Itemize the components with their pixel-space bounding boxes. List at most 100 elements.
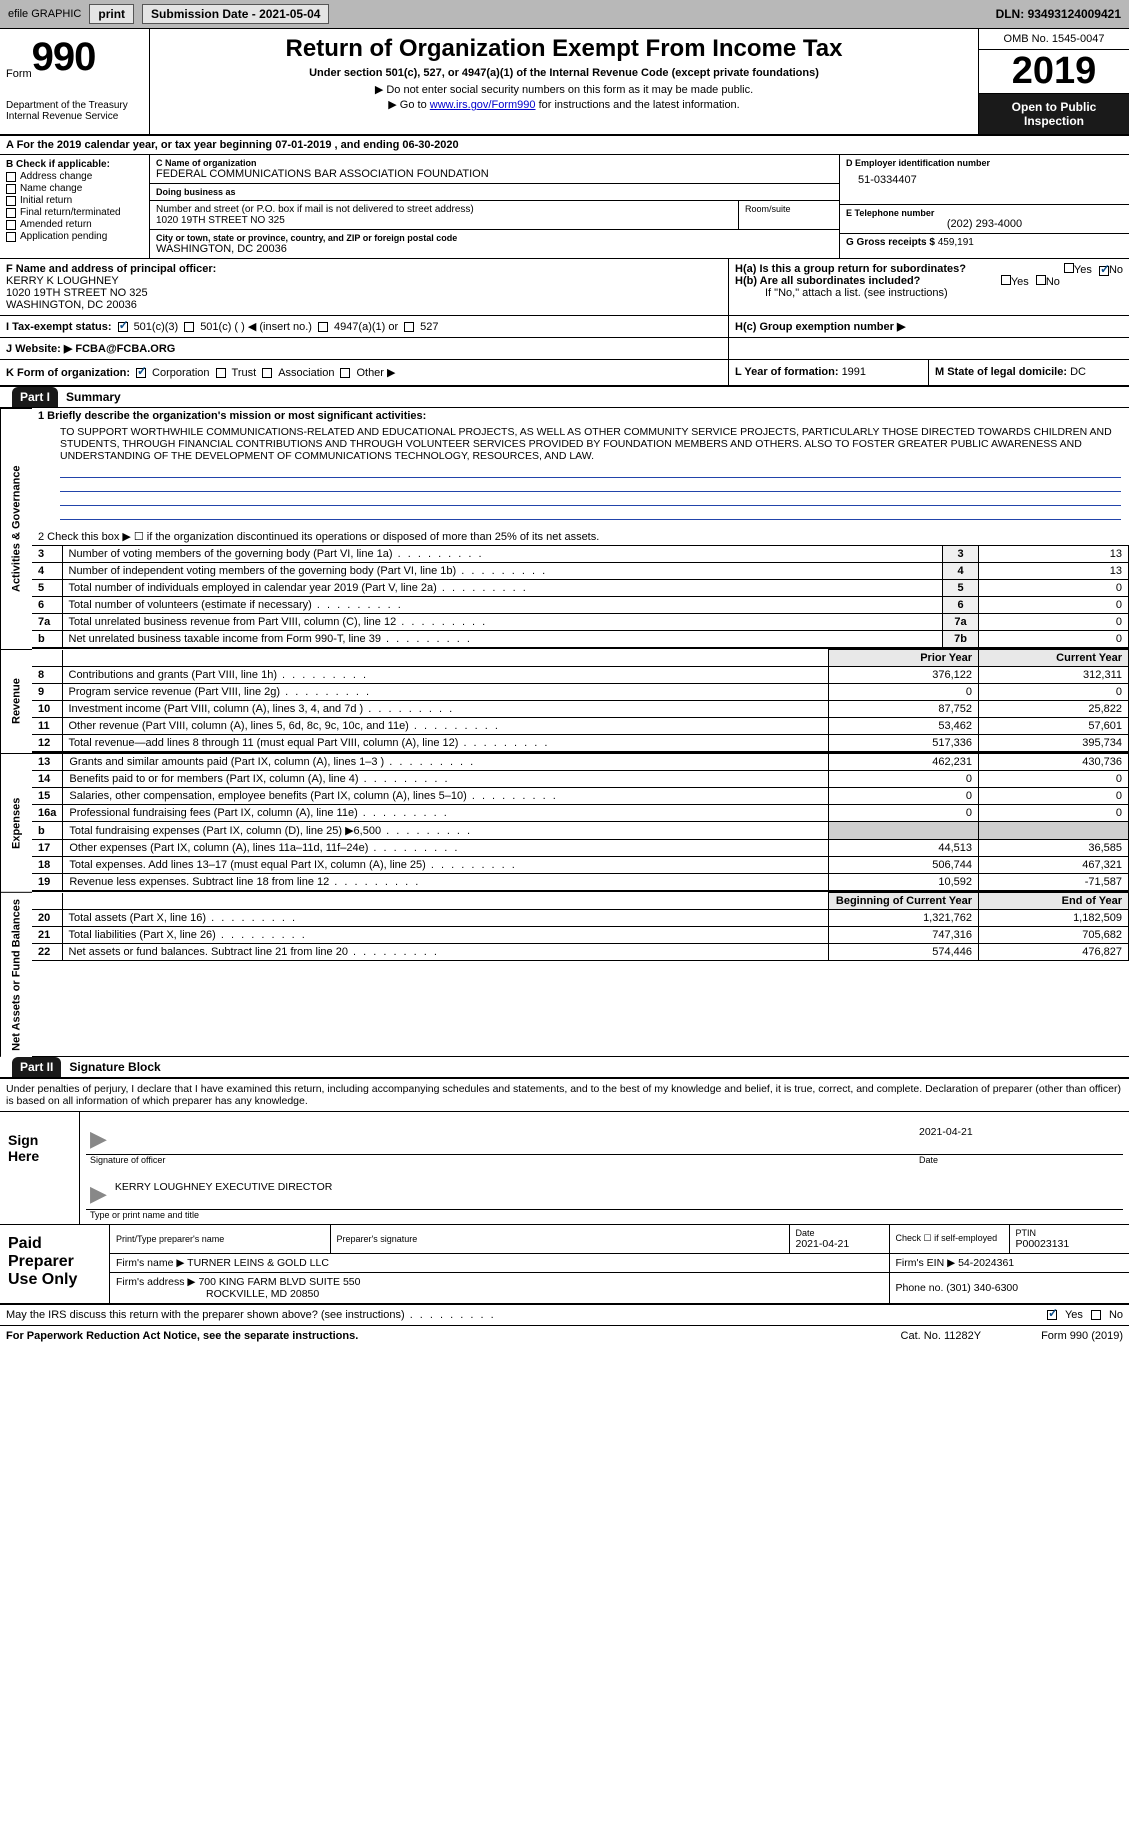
print-button[interactable]: print (89, 4, 134, 24)
rule-line (60, 464, 1121, 478)
part-2-badge: Part II (12, 1057, 61, 1077)
city-label: City or town, state or province, country… (156, 233, 833, 243)
prep-name-label: Print/Type preparer's name (116, 1234, 324, 1244)
dba-label: Doing business as (156, 187, 833, 197)
ssn-warning: ▶ Do not enter social security numbers o… (160, 83, 968, 96)
name-title-line: ▶ KERRY LOUGHNEY EXECUTIVE DIRECTOR (86, 1165, 1123, 1210)
room-label: Room/suite (745, 204, 833, 214)
prior-year-header: Prior Year (829, 650, 979, 667)
department-label: Department of the Treasury Internal Reve… (6, 100, 143, 122)
firm-name: TURNER LEINS & GOLD LLC (187, 1257, 329, 1269)
current-year-header: Current Year (979, 650, 1129, 667)
row-fh: F Name and address of principal officer:… (0, 259, 1129, 316)
chk-trust[interactable] (216, 368, 226, 378)
row-i: I Tax-exempt status: 501(c)(3) 501(c) ( … (0, 316, 1129, 338)
row-a-tax-year: A For the 2019 calendar year, or tax yea… (0, 136, 1129, 155)
chk-address-change[interactable] (6, 172, 16, 182)
table-row: 13Grants and similar amounts paid (Part … (32, 754, 1129, 771)
net-assets-table: Beginning of Current Year End of Year 20… (32, 892, 1129, 961)
header-right: OMB No. 1545-0047 2019 Open to Public In… (979, 29, 1129, 134)
table-row: 18Total expenses. Add lines 13–17 (must … (32, 857, 1129, 874)
officer-signature-line: ▶ 2021-04-21 (86, 1116, 1123, 1155)
year-formation: 1991 (842, 366, 866, 378)
preparer-table: Print/Type preparer's name Preparer's si… (110, 1225, 1129, 1303)
submission-date-button[interactable]: Submission Date - 2021-05-04 (142, 4, 329, 24)
revenue-block: Prior Year Current Year 8Contributions a… (32, 649, 1129, 753)
governance-table: 3Number of voting members of the governi… (32, 545, 1129, 648)
table-row: 10Investment income (Part VIII, column (… (32, 701, 1129, 718)
header-left: Form 990 Department of the Treasury Inte… (0, 29, 150, 134)
open-public-badge: Open to Public Inspection (979, 94, 1129, 134)
net-assets-block: Beginning of Current Year End of Year 20… (32, 892, 1129, 1057)
revenue-table: Prior Year Current Year 8Contributions a… (32, 649, 1129, 752)
hb-no[interactable] (1036, 275, 1046, 285)
officer-name: KERRY K LOUGHNEY (6, 275, 722, 287)
chk-501c[interactable] (184, 322, 194, 332)
pra-notice: For Paperwork Reduction Act Notice, see … (6, 1330, 358, 1342)
dln-label: DLN: 93493124009421 (996, 7, 1121, 21)
column-deg: D Employer identification number 51-0334… (839, 155, 1129, 258)
form-number: 990 (32, 35, 96, 80)
ptin-value: P00023131 (1016, 1238, 1070, 1250)
goto-line: ▶ Go to www.irs.gov/Form990 for instruct… (160, 98, 968, 111)
chk-501c3[interactable] (118, 322, 128, 332)
discuss-no[interactable] (1091, 1310, 1101, 1320)
chk-application-pending[interactable] (6, 232, 16, 242)
net-header-row: Beginning of Current Year End of Year (32, 893, 1129, 910)
chk-527[interactable] (404, 322, 414, 332)
ha-yes[interactable] (1064, 263, 1074, 273)
address-label: Number and street (or P.O. box if mail i… (156, 204, 732, 215)
chk-corporation[interactable] (136, 368, 146, 378)
table-row: 6Total number of volunteers (estimate if… (32, 597, 1129, 614)
rule-line (60, 478, 1121, 492)
sig-officer-label: Signature of officer (90, 1155, 165, 1165)
officer-addr2: WASHINGTON, DC 20036 (6, 299, 722, 311)
chk-association[interactable] (262, 368, 272, 378)
part-1-title: Summary (66, 390, 121, 404)
sign-here-grid: Sign Here ▶ 2021-04-21 Signature of offi… (0, 1111, 1129, 1225)
discuss-yes[interactable] (1047, 1310, 1057, 1320)
catalog-number: Cat. No. 11282Y (901, 1330, 982, 1342)
table-row: 5Total number of individuals employed in… (32, 580, 1129, 597)
chk-other[interactable] (340, 368, 350, 378)
form-title: Return of Organization Exempt From Incom… (160, 35, 968, 63)
date-label: Date (919, 1155, 1119, 1165)
hb-yes[interactable] (1001, 275, 1011, 285)
principal-officer: F Name and address of principal officer:… (0, 259, 729, 315)
gross-receipts-value: 459,191 (938, 237, 974, 248)
chk-name-change[interactable] (6, 184, 16, 194)
table-row: 12Total revenue—add lines 8 through 11 (… (32, 735, 1129, 752)
ha-no[interactable] (1099, 266, 1109, 276)
hb-note: If "No," attach a list. (see instruction… (735, 287, 1123, 299)
table-row: 11Other revenue (Part VIII, column (A), … (32, 718, 1129, 735)
row-klm: K Form of organization: Corporation Trus… (0, 360, 1129, 387)
chk-4947[interactable] (318, 322, 328, 332)
phone-value: (202) 293-4000 (846, 218, 1123, 230)
expenses-block: 13Grants and similar amounts paid (Part … (32, 753, 1129, 892)
table-row: 22Net assets or fund balances. Subtract … (32, 944, 1129, 961)
chk-amended-return[interactable] (6, 220, 16, 230)
form-of-org: K Form of organization: Corporation Trus… (0, 360, 729, 385)
sig-date: 2021-04-21 (919, 1126, 973, 1138)
state-domicile: DC (1070, 366, 1086, 378)
firm-phone: (301) 340-6300 (946, 1282, 1018, 1294)
omb-number: OMB No. 1545-0047 (979, 29, 1129, 50)
expenses-table: 13Grants and similar amounts paid (Part … (32, 753, 1129, 891)
table-row: 16aProfessional fundraising fees (Part I… (32, 805, 1129, 822)
section-bcdeg: B Check if applicable: Address change Na… (0, 155, 1129, 259)
discuss-question: May the IRS discuss this return with the… (6, 1309, 496, 1321)
form-footer: Form 990 (2019) (1041, 1330, 1123, 1342)
firm-city: ROCKVILLE, MD 20850 (116, 1288, 319, 1300)
irs-link[interactable]: www.irs.gov/Form990 (430, 99, 536, 111)
chk-initial-return[interactable] (6, 196, 16, 206)
rule-line (60, 506, 1121, 520)
b-header: B Check if applicable: (6, 159, 143, 170)
chk-final-return[interactable] (6, 208, 16, 218)
efile-label: efile GRAPHIC (8, 8, 81, 20)
firm-ein: 54-2024361 (958, 1257, 1014, 1269)
f-label: F Name and address of principal officer: (6, 263, 722, 275)
table-row: 19Revenue less expenses. Subtract line 1… (32, 874, 1129, 891)
discuss-row: May the IRS discuss this return with the… (0, 1305, 1129, 1326)
row-j: J Website: ▶ FCBA@FCBA.ORG (0, 338, 1129, 360)
side-revenue: Revenue (0, 649, 32, 753)
